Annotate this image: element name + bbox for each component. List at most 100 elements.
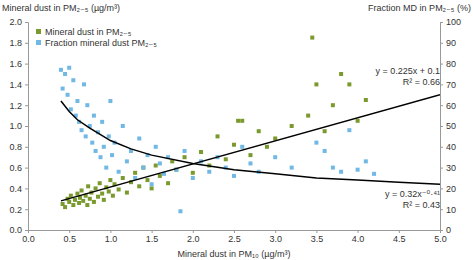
data-point xyxy=(347,128,351,132)
y2-axis-tick-label: 20 xyxy=(446,184,456,194)
data-point xyxy=(137,184,141,188)
data-point xyxy=(66,93,70,97)
data-point xyxy=(207,170,211,174)
y2-axis-tick: 0 xyxy=(440,225,451,235)
data-point xyxy=(121,124,125,128)
y-axis-tick-label: 1.2 xyxy=(9,101,22,111)
y-axis-tick-mark xyxy=(25,64,28,65)
data-point xyxy=(104,166,108,170)
x-axis-tick-mark xyxy=(358,230,359,233)
data-point xyxy=(98,181,102,185)
data-point xyxy=(92,114,96,118)
data-point xyxy=(356,168,360,172)
y2-axis-tick-label: 90 xyxy=(446,38,456,48)
y2-axis-tick: 20 xyxy=(440,184,456,194)
y-axis-tick-mark xyxy=(25,168,28,169)
x-axis-tick: 4.5 xyxy=(393,230,406,244)
y2-axis-tick-mark xyxy=(440,64,443,65)
y-axis-tick: 1.8 xyxy=(9,38,28,48)
data-point xyxy=(80,188,84,192)
x-axis-tick-label: 4.0 xyxy=(352,234,365,244)
x-axis-tick: 2.0 xyxy=(187,230,200,244)
x-axis-tick-mark xyxy=(193,230,194,233)
data-point xyxy=(240,119,244,123)
y2-axis-tick-label: 10 xyxy=(446,205,456,215)
y2-axis-tick: 50 xyxy=(440,121,456,131)
data-point xyxy=(107,190,111,194)
y2-axis-tick-mark xyxy=(440,188,443,189)
y-axis-tick: 1.2 xyxy=(9,101,28,111)
x-axis-tick: 2.5 xyxy=(228,230,241,244)
y-axis-tick: 0.8 xyxy=(9,142,28,152)
data-point xyxy=(265,145,269,149)
data-point xyxy=(183,149,187,153)
data-point xyxy=(94,186,98,190)
data-point xyxy=(154,145,158,149)
y-axis: 0.00.20.40.60.81.01.21.41.61.82.0 xyxy=(9,17,28,235)
data-point xyxy=(339,72,343,76)
x-axis-tick-mark xyxy=(152,230,153,233)
data-point xyxy=(85,203,89,207)
x-axis-tick-label: 3.5 xyxy=(311,234,324,244)
y-axis-tick-mark xyxy=(25,230,28,231)
legend-item: Fraction mineral dust PM₂₋₅ xyxy=(36,38,157,48)
data-point xyxy=(199,150,203,154)
data-point xyxy=(372,172,376,176)
y-axis-line xyxy=(25,23,29,231)
y-axis-tick-label: 1.6 xyxy=(9,59,22,69)
data-point xyxy=(100,192,104,196)
x-axis-tick: 0.5 xyxy=(63,230,76,244)
data-point xyxy=(347,82,351,86)
data-point xyxy=(111,194,115,198)
data-point xyxy=(92,200,96,204)
data-point xyxy=(141,166,145,170)
data-point xyxy=(273,155,277,159)
data-point xyxy=(80,128,84,132)
y2-axis-tick-mark xyxy=(440,43,443,44)
series-points xyxy=(61,36,368,210)
data-point xyxy=(248,161,252,165)
y2-axis-tick-label: 50 xyxy=(446,121,456,131)
y2-axis-tick: 40 xyxy=(440,142,456,152)
y-axis-tick: 0.2 xyxy=(9,205,28,215)
y2-axis-tick-label: 70 xyxy=(446,80,456,90)
legend: Mineral dust in PM₂₋₅Fraction mineral du… xyxy=(36,27,157,48)
data-point xyxy=(108,178,112,182)
y-axis-tick-mark xyxy=(25,147,28,148)
annotation: y = 0.225x + 0.1 xyxy=(375,66,440,76)
x-axis-tick-label: 2.0 xyxy=(187,234,200,244)
series-points xyxy=(59,66,376,214)
y-axis-tick-mark xyxy=(25,209,28,210)
y2-axis-tick: 90 xyxy=(440,38,456,48)
y-axis-tick-label: 0.0 xyxy=(9,225,22,235)
y2-axis-tick-label: 30 xyxy=(446,163,456,173)
data-point xyxy=(71,203,75,207)
x-axis-tick-mark xyxy=(399,230,400,233)
y-axis-tick-label: 1.8 xyxy=(9,38,22,48)
data-point xyxy=(73,198,77,202)
x-axis-tick: 1.5 xyxy=(146,230,159,244)
y-axis-tick: 1.6 xyxy=(9,59,28,69)
x-axis-tick-label: 0.0 xyxy=(22,234,35,244)
data-point xyxy=(133,171,137,175)
y2-axis-tick-label: 80 xyxy=(446,59,456,69)
y-axis-tick-label: 1.0 xyxy=(9,121,22,131)
y2-axis-tick-mark xyxy=(440,22,443,23)
data-point xyxy=(232,174,236,178)
data-point xyxy=(356,119,360,123)
data-point xyxy=(85,103,89,107)
y2-axis-tick: 70 xyxy=(440,80,456,90)
data-point xyxy=(121,176,125,180)
data-point xyxy=(232,143,236,147)
data-point xyxy=(107,134,111,138)
data-point xyxy=(125,191,129,195)
y-axis-tick-mark xyxy=(25,22,28,23)
data-point xyxy=(158,174,162,178)
data-point xyxy=(145,178,149,182)
trend-line xyxy=(61,101,440,184)
x-axis-tick-label: 2.5 xyxy=(228,234,241,244)
y-axis-tick-mark xyxy=(25,105,28,106)
annotation: R² = 0.66 xyxy=(403,77,440,87)
y2-axis-tick-mark xyxy=(440,209,443,210)
data-point xyxy=(364,159,368,163)
